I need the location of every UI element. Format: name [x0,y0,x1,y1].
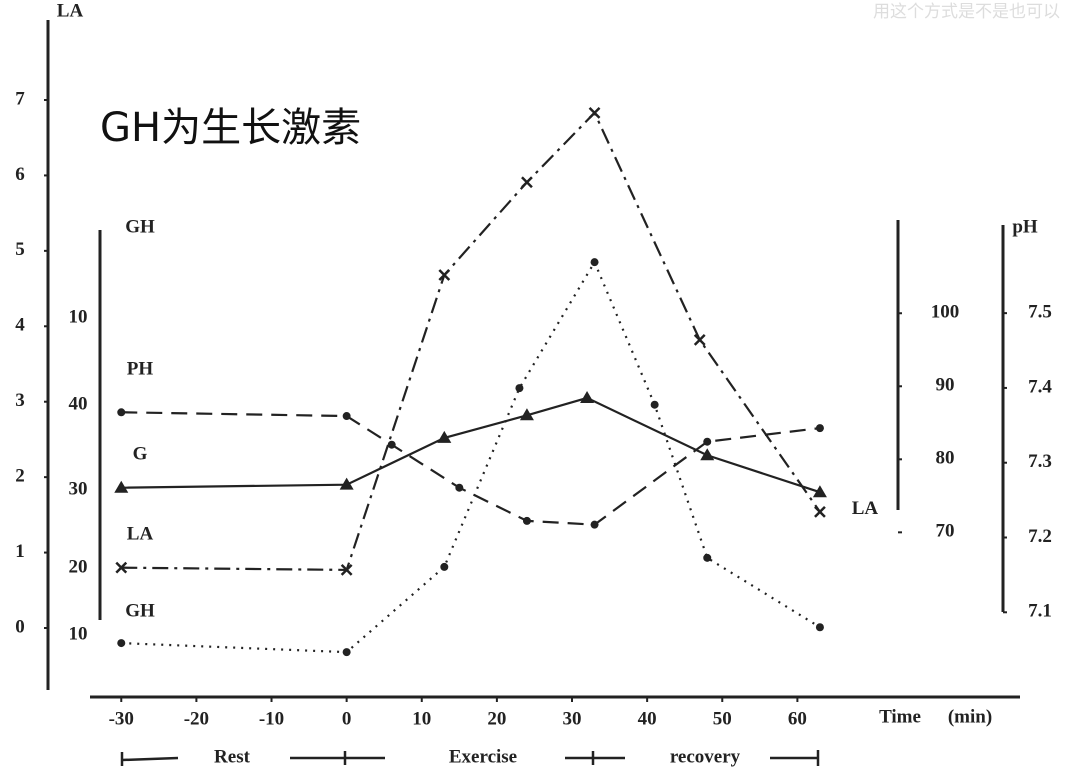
axes [46,20,1020,699]
y2-tick-label: 70 [936,521,955,542]
x-tick-label: 50 [713,708,732,729]
series-name: PH [127,358,154,379]
phase-label: Exercise [449,746,517,767]
inner-axis-label: 40 [69,393,88,414]
point [515,384,524,393]
y2-tick-label: 100 [931,302,960,323]
point [812,485,827,498]
y2-tick-label: 90 [936,375,955,396]
y-title: LA [57,0,84,21]
x-unit: (min) [948,706,992,727]
point [522,516,531,525]
y3-tick-label: 7.4 [1028,376,1052,397]
inner-axis-title: GH [125,216,155,237]
x-label: Time [879,706,921,727]
point [342,648,351,657]
y-tick-label: 0 [15,616,25,637]
phase-label: recovery [670,746,741,767]
y-tick-label: 2 [15,466,25,487]
point [580,390,595,403]
point [814,505,826,518]
watermark: 用这个方式是不是也可以 [873,2,1060,22]
x-tick-label: 30 [563,708,582,729]
y3-tick-label: 7.5 [1028,302,1052,323]
point [700,448,715,461]
phase-arrows [120,750,820,766]
y-tick-label: 5 [15,239,25,260]
point [437,430,452,443]
x-tick-label: 60 [788,708,807,729]
series-line [121,259,821,654]
point [438,269,451,281]
point [115,561,128,574]
series-line [121,110,821,572]
point [590,520,599,529]
y-tick-label: 7 [15,88,25,109]
point [387,440,396,449]
x-tick-label: -30 [109,708,134,729]
series-line [121,411,821,526]
y3-tick-label: 7.1 [1028,601,1052,622]
point [342,412,351,421]
y-tick-label: 4 [15,315,25,336]
point [455,483,464,492]
x-tick-label: 10 [412,708,431,729]
inner-axis-label: 20 [69,556,88,577]
inner-axis-label: 10 [69,623,88,644]
point [519,408,534,421]
point [693,333,706,346]
point [590,258,599,267]
point [339,477,354,490]
point [340,564,353,576]
y2-tick-label: 80 [936,448,955,469]
inner-axis-label: 10 [69,306,88,327]
point [440,562,449,571]
point [114,480,129,493]
y3-tick-label: 7.2 [1028,526,1052,547]
x-tick-label: -10 [259,708,284,729]
point [815,623,824,632]
y3-tick-label: 7.3 [1028,451,1052,472]
y-tick-label: 6 [15,164,25,185]
point [650,400,659,409]
series-name: LA [127,523,154,544]
x-tick-label: 20 [487,708,506,729]
point [703,553,712,562]
point [117,408,126,417]
point [521,176,533,189]
x-tick-label: 40 [638,708,657,729]
y-tick-label: 1 [15,541,25,562]
x-tick-label: -20 [184,708,209,729]
y-tick-label: 3 [15,390,25,411]
point [117,639,126,648]
series-name: GH [125,600,155,621]
annotation: GH为生长激素 [100,105,361,151]
point [815,424,824,433]
x-tick-label: 0 [342,708,352,729]
end-label: LA [852,498,879,519]
point [588,106,601,119]
point [703,437,712,446]
phase-label: Rest [214,746,251,767]
y3-title: pH [1012,216,1038,237]
series-name: G [133,443,148,464]
inner-axis-label: 30 [69,478,88,499]
series-line [121,396,821,494]
